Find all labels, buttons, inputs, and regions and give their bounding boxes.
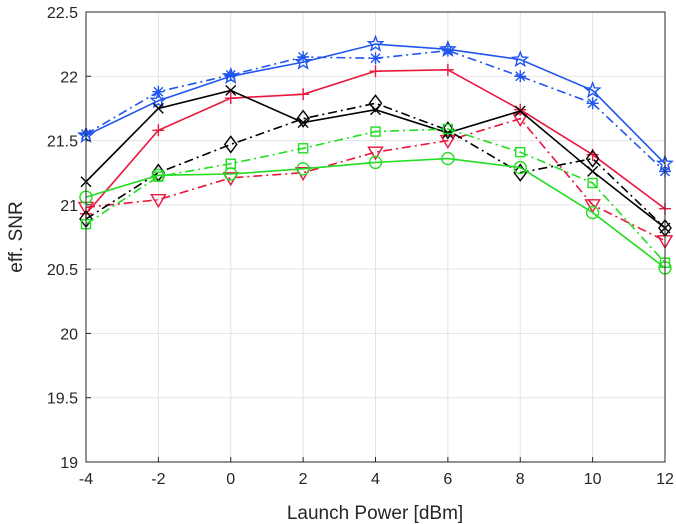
square-marker <box>225 158 236 169</box>
diamond-marker <box>296 109 310 128</box>
asterisk-marker <box>514 70 527 83</box>
triangle-down-marker <box>512 113 529 128</box>
series-line <box>85 157 666 269</box>
diamond-marker <box>368 94 383 113</box>
diamond-marker <box>585 149 600 168</box>
x-tick-label: -4 <box>79 471 93 488</box>
y-tick-label: 20.5 <box>47 262 78 279</box>
x-axis-label: Launch Power [dBm] <box>287 503 463 524</box>
plus-marker <box>369 65 382 78</box>
square-marker <box>515 146 526 158</box>
plot-border <box>85 11 666 463</box>
y-tick-label: 19 <box>60 455 78 472</box>
triangle-down-marker <box>367 146 384 161</box>
plus-marker <box>297 88 310 101</box>
x-marker <box>297 117 309 129</box>
asterisk-marker <box>224 69 237 81</box>
square-marker <box>297 143 309 154</box>
star-marker <box>511 50 530 68</box>
circle-marker <box>368 155 383 170</box>
y-tick-label: 21 <box>60 198 78 215</box>
y-tick-label: 20 <box>60 326 78 343</box>
square-marker <box>442 123 454 135</box>
x-tick-label: 2 <box>299 471 308 488</box>
circle-marker <box>585 205 600 220</box>
x-tick-label: 12 <box>656 471 674 488</box>
triangle-down-marker <box>150 194 167 209</box>
circle-marker <box>513 160 527 175</box>
star-marker <box>366 34 385 52</box>
axes: -4 -2 0 2 4 6 8 10 12 19 19.5 20 20.5 21 21.5 22 22.5 <box>47 5 674 488</box>
y-tick-label: 22.5 <box>47 5 78 22</box>
asterisk-marker <box>369 52 382 65</box>
x-tick-label: 6 <box>443 471 452 488</box>
y-axis-label: eff. SNR <box>6 201 27 272</box>
asterisk-marker <box>441 44 454 57</box>
x-marker <box>225 84 237 96</box>
grid <box>85 11 666 463</box>
asterisk-marker <box>297 51 310 63</box>
triangle-down-marker <box>584 199 601 214</box>
plus-marker <box>224 92 237 105</box>
x-marker <box>587 165 599 177</box>
triangle-down-marker <box>439 134 457 149</box>
square-marker <box>587 177 598 189</box>
x-marker <box>152 102 164 114</box>
series-line <box>85 43 666 165</box>
star-marker <box>583 80 602 99</box>
series-line <box>85 128 666 264</box>
star-marker <box>149 91 168 109</box>
square-marker <box>370 126 381 137</box>
y-tick-label: 22 <box>60 69 78 86</box>
plus-marker <box>152 124 165 137</box>
x-tick-label: 0 <box>226 471 235 488</box>
y-tick-label: 21.5 <box>47 134 78 151</box>
asterisk-marker <box>152 85 165 98</box>
asterisk-marker <box>586 97 599 110</box>
x-tick-label: 8 <box>516 471 525 488</box>
x-tick-label: -2 <box>151 471 165 488</box>
circle-marker <box>441 151 455 166</box>
star-marker <box>294 52 313 70</box>
x-tick-label: 10 <box>584 471 602 488</box>
circle-marker <box>296 162 310 176</box>
x-tick-label: 4 <box>371 471 380 488</box>
y-tick-label: 19.5 <box>47 391 78 408</box>
series-line <box>85 117 666 242</box>
diamond-marker <box>223 135 238 154</box>
x-marker <box>514 105 526 117</box>
square-marker <box>153 171 164 182</box>
plus-marker <box>441 63 454 76</box>
series-3 <box>77 113 674 250</box>
